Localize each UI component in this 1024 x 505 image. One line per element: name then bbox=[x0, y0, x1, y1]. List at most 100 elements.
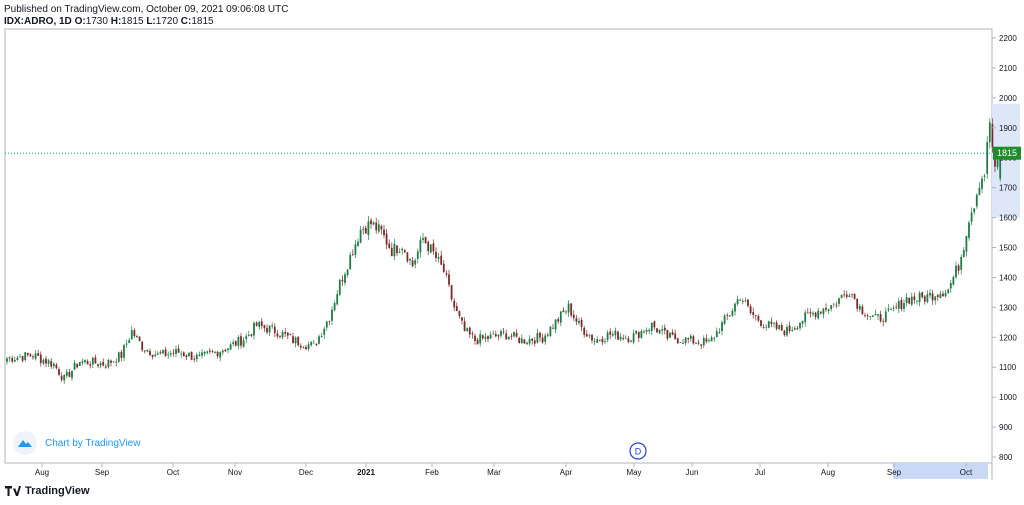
candle-body bbox=[734, 303, 736, 312]
candle-body bbox=[895, 306, 898, 308]
candle-body bbox=[897, 301, 900, 309]
candle-body bbox=[541, 337, 544, 343]
candle-body bbox=[874, 314, 877, 315]
candle-body bbox=[273, 326, 276, 334]
candle-body bbox=[50, 361, 53, 367]
footer-brand[interactable]: TradingView bbox=[5, 485, 90, 497]
candle-body bbox=[258, 321, 261, 327]
candle-body bbox=[877, 314, 879, 316]
candle-body bbox=[175, 349, 177, 354]
x-tick-label: Apr bbox=[560, 468, 573, 477]
candle-body bbox=[996, 160, 999, 168]
candle-body bbox=[289, 334, 292, 335]
candle-body bbox=[203, 351, 206, 354]
candle-body bbox=[905, 296, 908, 304]
candle-body bbox=[749, 306, 752, 314]
candle-body bbox=[331, 309, 333, 321]
candle-body bbox=[583, 327, 586, 335]
candle-body bbox=[770, 321, 773, 324]
candle-body bbox=[697, 342, 700, 344]
candle-body bbox=[544, 335, 547, 342]
candle-body bbox=[767, 321, 770, 328]
candle-body bbox=[775, 322, 778, 329]
dividend-marker[interactable] bbox=[629, 442, 647, 460]
candle-body bbox=[520, 338, 523, 343]
candle-body bbox=[848, 295, 851, 297]
candle-body bbox=[362, 228, 365, 230]
x-tick-label: 2021 bbox=[357, 468, 375, 477]
candle-body bbox=[978, 187, 981, 196]
candle-body bbox=[936, 295, 939, 297]
candle-body bbox=[406, 252, 409, 262]
candle-body bbox=[130, 330, 133, 340]
candle-body bbox=[388, 243, 391, 248]
candle-body bbox=[286, 332, 289, 336]
candle-body bbox=[726, 315, 729, 316]
candle-body bbox=[29, 354, 32, 357]
candle-body bbox=[882, 321, 885, 323]
candle-body bbox=[182, 352, 185, 357]
candle-body bbox=[822, 308, 825, 315]
candle-body bbox=[284, 332, 287, 334]
candle-body bbox=[263, 325, 266, 328]
x-tick-label: Aug bbox=[35, 468, 49, 477]
candle-body bbox=[921, 292, 924, 298]
candle-body bbox=[276, 333, 279, 337]
candle-body bbox=[559, 311, 562, 323]
candle-body bbox=[648, 329, 651, 332]
x-tick-label: Sep bbox=[95, 468, 110, 477]
candle-body bbox=[983, 175, 986, 177]
candle-body bbox=[112, 361, 115, 363]
candle-body bbox=[351, 254, 354, 256]
candle-body bbox=[580, 320, 583, 328]
candle-body bbox=[476, 339, 479, 345]
x-tick-label: Aug bbox=[821, 468, 835, 477]
candle-body bbox=[81, 361, 84, 363]
candle-body bbox=[663, 327, 666, 331]
candle-body bbox=[999, 153, 1002, 179]
candle-body bbox=[167, 354, 170, 356]
candle-body bbox=[117, 352, 120, 362]
watermark[interactable]: Chart by TradingView bbox=[13, 431, 140, 455]
watermark-text: Chart by TradingView bbox=[45, 437, 141, 449]
candle-body bbox=[531, 338, 534, 341]
candle-body bbox=[409, 258, 411, 261]
candle-body bbox=[533, 340, 536, 344]
footer-brand-text: TradingView bbox=[25, 485, 90, 497]
candle-body bbox=[281, 332, 284, 338]
candle-body bbox=[364, 227, 367, 234]
candle-body bbox=[338, 279, 341, 295]
candle-body bbox=[146, 349, 149, 352]
candle-body bbox=[682, 343, 684, 344]
candle-body bbox=[591, 334, 593, 341]
candle-body bbox=[52, 363, 55, 367]
y-tick-label: 2000 bbox=[999, 94, 1017, 103]
candle-body bbox=[63, 375, 66, 381]
x-tick-label: Oct bbox=[960, 468, 973, 477]
candle-body bbox=[349, 254, 352, 270]
candle-body bbox=[617, 331, 619, 340]
candle-body bbox=[341, 279, 344, 282]
candle-body bbox=[102, 361, 105, 366]
candle-body bbox=[253, 322, 255, 336]
candle-body bbox=[793, 328, 796, 330]
candle-body bbox=[567, 303, 570, 313]
candle-body bbox=[762, 326, 765, 328]
candle-body bbox=[900, 299, 903, 310]
candle-body bbox=[931, 293, 934, 301]
candle-body bbox=[292, 336, 294, 344]
tradingview-logo-icon bbox=[5, 486, 21, 496]
candle-body bbox=[250, 334, 253, 336]
candle-body bbox=[788, 325, 791, 332]
candle-body bbox=[825, 307, 827, 310]
candle-body bbox=[214, 351, 216, 353]
x-tick-label: Oct bbox=[167, 468, 180, 477]
candle-body bbox=[728, 315, 731, 317]
candle-body bbox=[450, 285, 453, 300]
candle-body bbox=[367, 221, 370, 235]
candle-body bbox=[695, 342, 697, 344]
candle-body bbox=[380, 226, 383, 230]
dividend-marker-label: D bbox=[635, 447, 642, 457]
candle-body bbox=[354, 244, 357, 255]
